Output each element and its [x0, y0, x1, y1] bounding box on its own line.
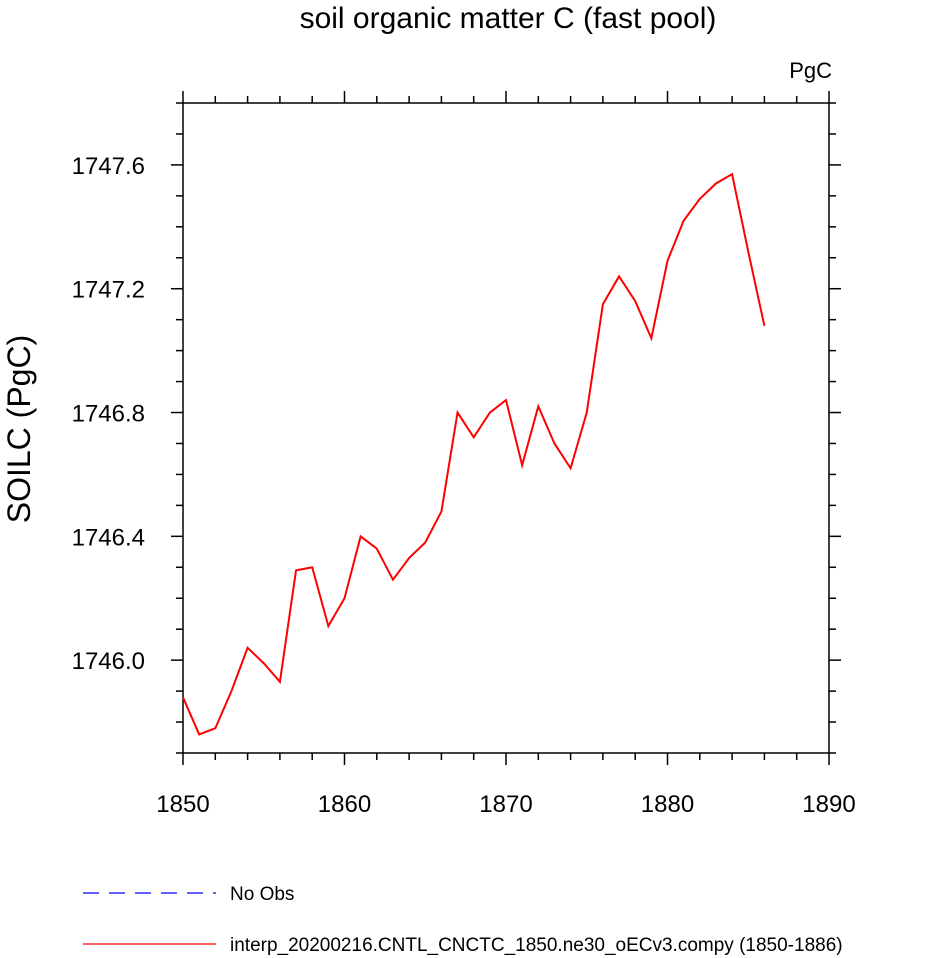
axis-ticks	[171, 91, 841, 765]
x-tick-label: 1860	[318, 791, 371, 818]
chart-title: soil organic matter C (fast pool)	[300, 2, 717, 35]
axis-tick-labels: 1850 1860 1870 1880 1890 1746.0 1746.4 1746.8 17…	[72, 153, 856, 818]
x-tick-label: 1890	[802, 791, 855, 818]
legend-item-no-obs: No Obs	[83, 884, 294, 905]
y-tick-label: 1746.8	[72, 401, 145, 428]
y-tick-label: 1746.0	[72, 648, 145, 675]
legend-label-model-run: interp_20200216.CNTL_CNCTC_1850.ne30_oEC…	[230, 935, 843, 956]
y-tick-label: 1747.6	[72, 153, 145, 180]
series-line-1	[182, 172, 766, 736]
legend-label-no-obs: No Obs	[230, 884, 294, 905]
legend: No Obs interp_20200216.CNTL_CNCTC_1850.n…	[83, 884, 843, 956]
y-tick-label: 1746.4	[72, 524, 145, 551]
x-tick-label: 1880	[641, 791, 694, 818]
x-tick-label: 1870	[479, 791, 532, 818]
y-tick-label: 1747.2	[72, 277, 145, 304]
plot-frame	[182, 102, 830, 754]
x-tick-label: 1850	[156, 791, 209, 818]
series-layer	[182, 172, 766, 736]
units-label: PgC	[789, 58, 832, 83]
y-axis-label: SOILC (PgC)	[1, 335, 37, 523]
legend-item-model-run: interp_20200216.CNTL_CNCTC_1850.ne30_oEC…	[83, 935, 843, 956]
plot-area: 1850 1860 1870 1880 1890 1746.0 1746.4 1746.8 17…	[72, 91, 856, 818]
